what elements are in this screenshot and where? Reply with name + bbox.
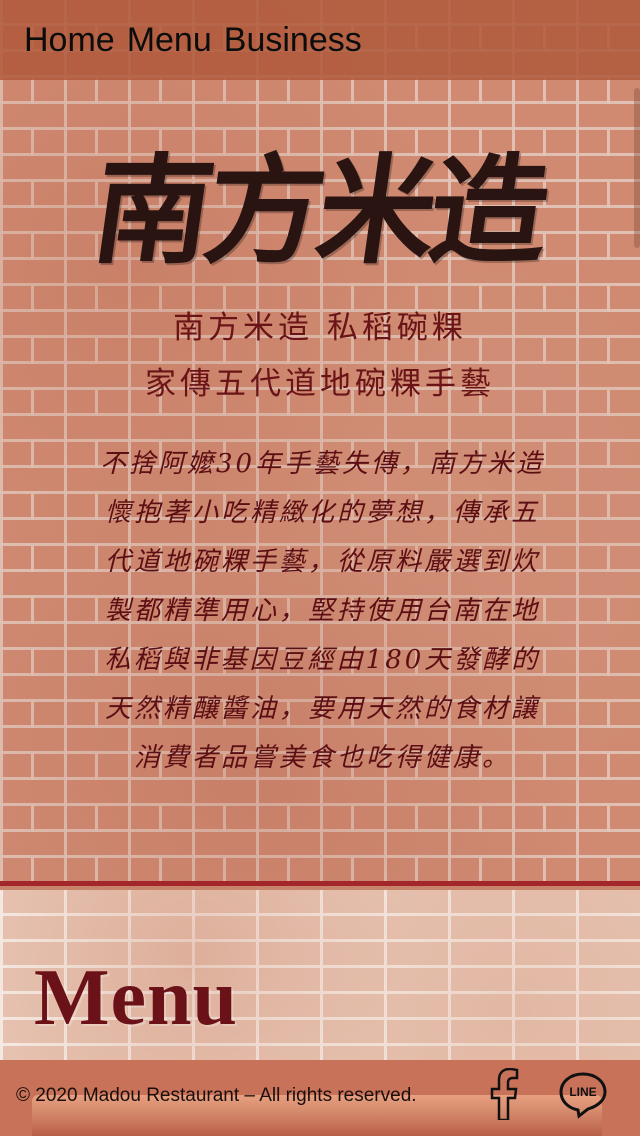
- top-nav-bar: [0, 0, 640, 80]
- menu-section-heading: Menu: [34, 954, 238, 1042]
- brand-logo-text: 南方米造: [84, 140, 553, 280]
- facebook-icon[interactable]: [486, 1068, 522, 1120]
- nav-menu-link[interactable]: Menu: [126, 21, 212, 59]
- main-nav: Home Menu Business: [24, 18, 362, 62]
- section-divider: [0, 881, 640, 886]
- headline-line-1: 南方米造 私稻碗粿: [173, 310, 467, 346]
- nav-home-link[interactable]: Home: [24, 21, 115, 59]
- brand-logo: 南方米造: [85, 100, 553, 300]
- nav-business-link[interactable]: Business: [223, 21, 362, 59]
- scrollbar[interactable]: [634, 88, 640, 248]
- svg-text:LINE: LINE: [569, 1085, 596, 1099]
- intro-paragraph: 不捨阿嬤30年手藝失傳，南方米造懷抱著小吃精緻化的夢想，傳承五代道地碗粿手藝，從…: [99, 449, 546, 773]
- brick-wall-background: [0, 0, 640, 884]
- line-icon[interactable]: LINE: [558, 1070, 608, 1120]
- copyright-text: © 2020 Madou Restaurant – All rights res…: [16, 1085, 417, 1106]
- headline-line-2: 家傳五代道地碗粿手藝: [145, 366, 495, 402]
- light-brick-background: [0, 890, 640, 1060]
